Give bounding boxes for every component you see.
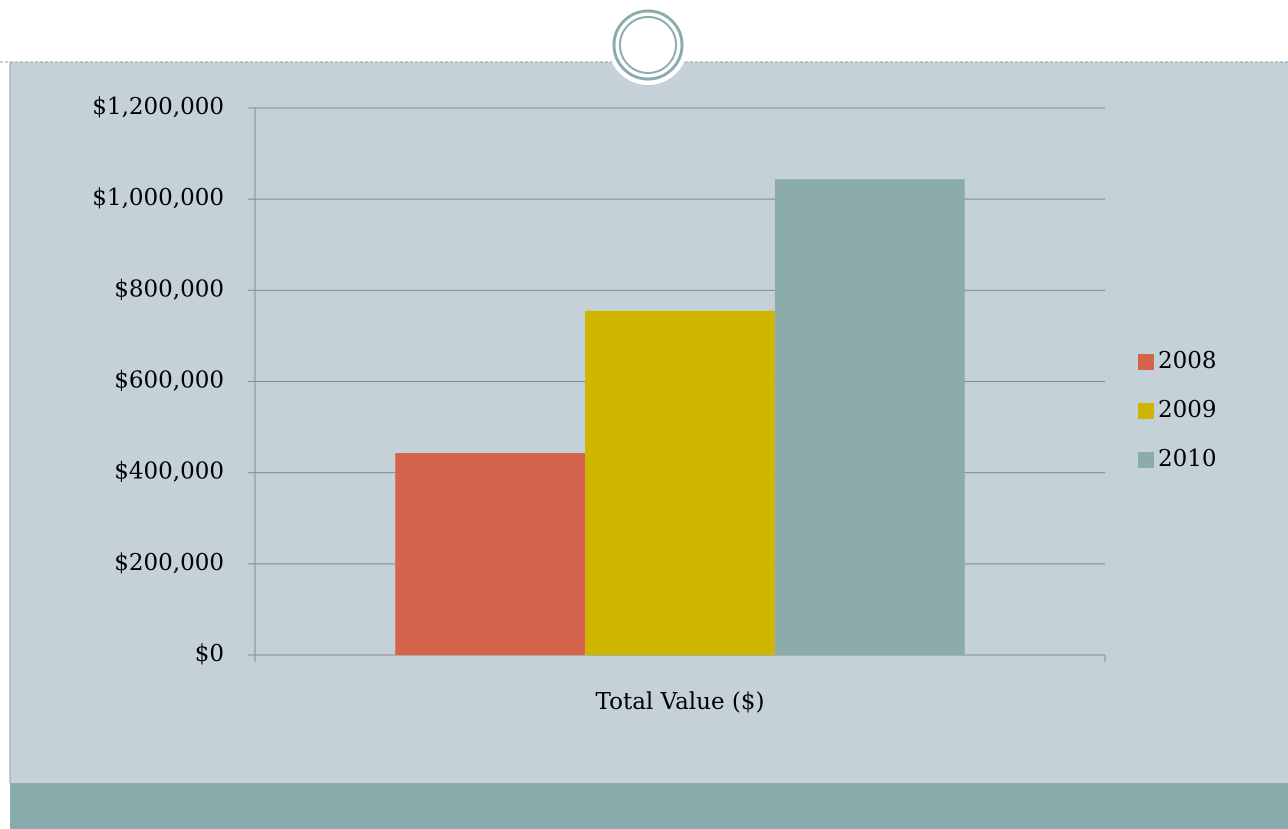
legend-swatch bbox=[1138, 354, 1154, 370]
legend-swatch bbox=[1138, 452, 1154, 468]
chart: $0 $200,000 $400,000 $600,000 $800,000 $1,000… bbox=[92, 94, 1216, 715]
y-tick-label: $1,000,000 bbox=[92, 185, 224, 211]
bar bbox=[585, 310, 775, 655]
legend-label: 2008 bbox=[1158, 348, 1217, 374]
footer-band bbox=[10, 783, 1288, 829]
legend-label: 2009 bbox=[1158, 397, 1217, 423]
y-tick-label: $600,000 bbox=[114, 368, 224, 394]
y-tick-label: $400,000 bbox=[114, 459, 224, 485]
bar bbox=[395, 453, 586, 655]
ornament-ring-inner bbox=[619, 16, 677, 74]
x-tick-label: Total Value ($) bbox=[596, 689, 765, 715]
y-tick-label: $0 bbox=[195, 641, 224, 667]
y-tick-label: $800,000 bbox=[114, 276, 224, 302]
bar bbox=[774, 179, 965, 656]
legend-label: 2010 bbox=[1158, 446, 1217, 472]
y-tick-label: $1,200,000 bbox=[92, 94, 224, 120]
legend-swatch bbox=[1138, 403, 1154, 419]
y-tick-label: $200,000 bbox=[114, 550, 224, 576]
ornament-ring bbox=[612, 9, 684, 81]
